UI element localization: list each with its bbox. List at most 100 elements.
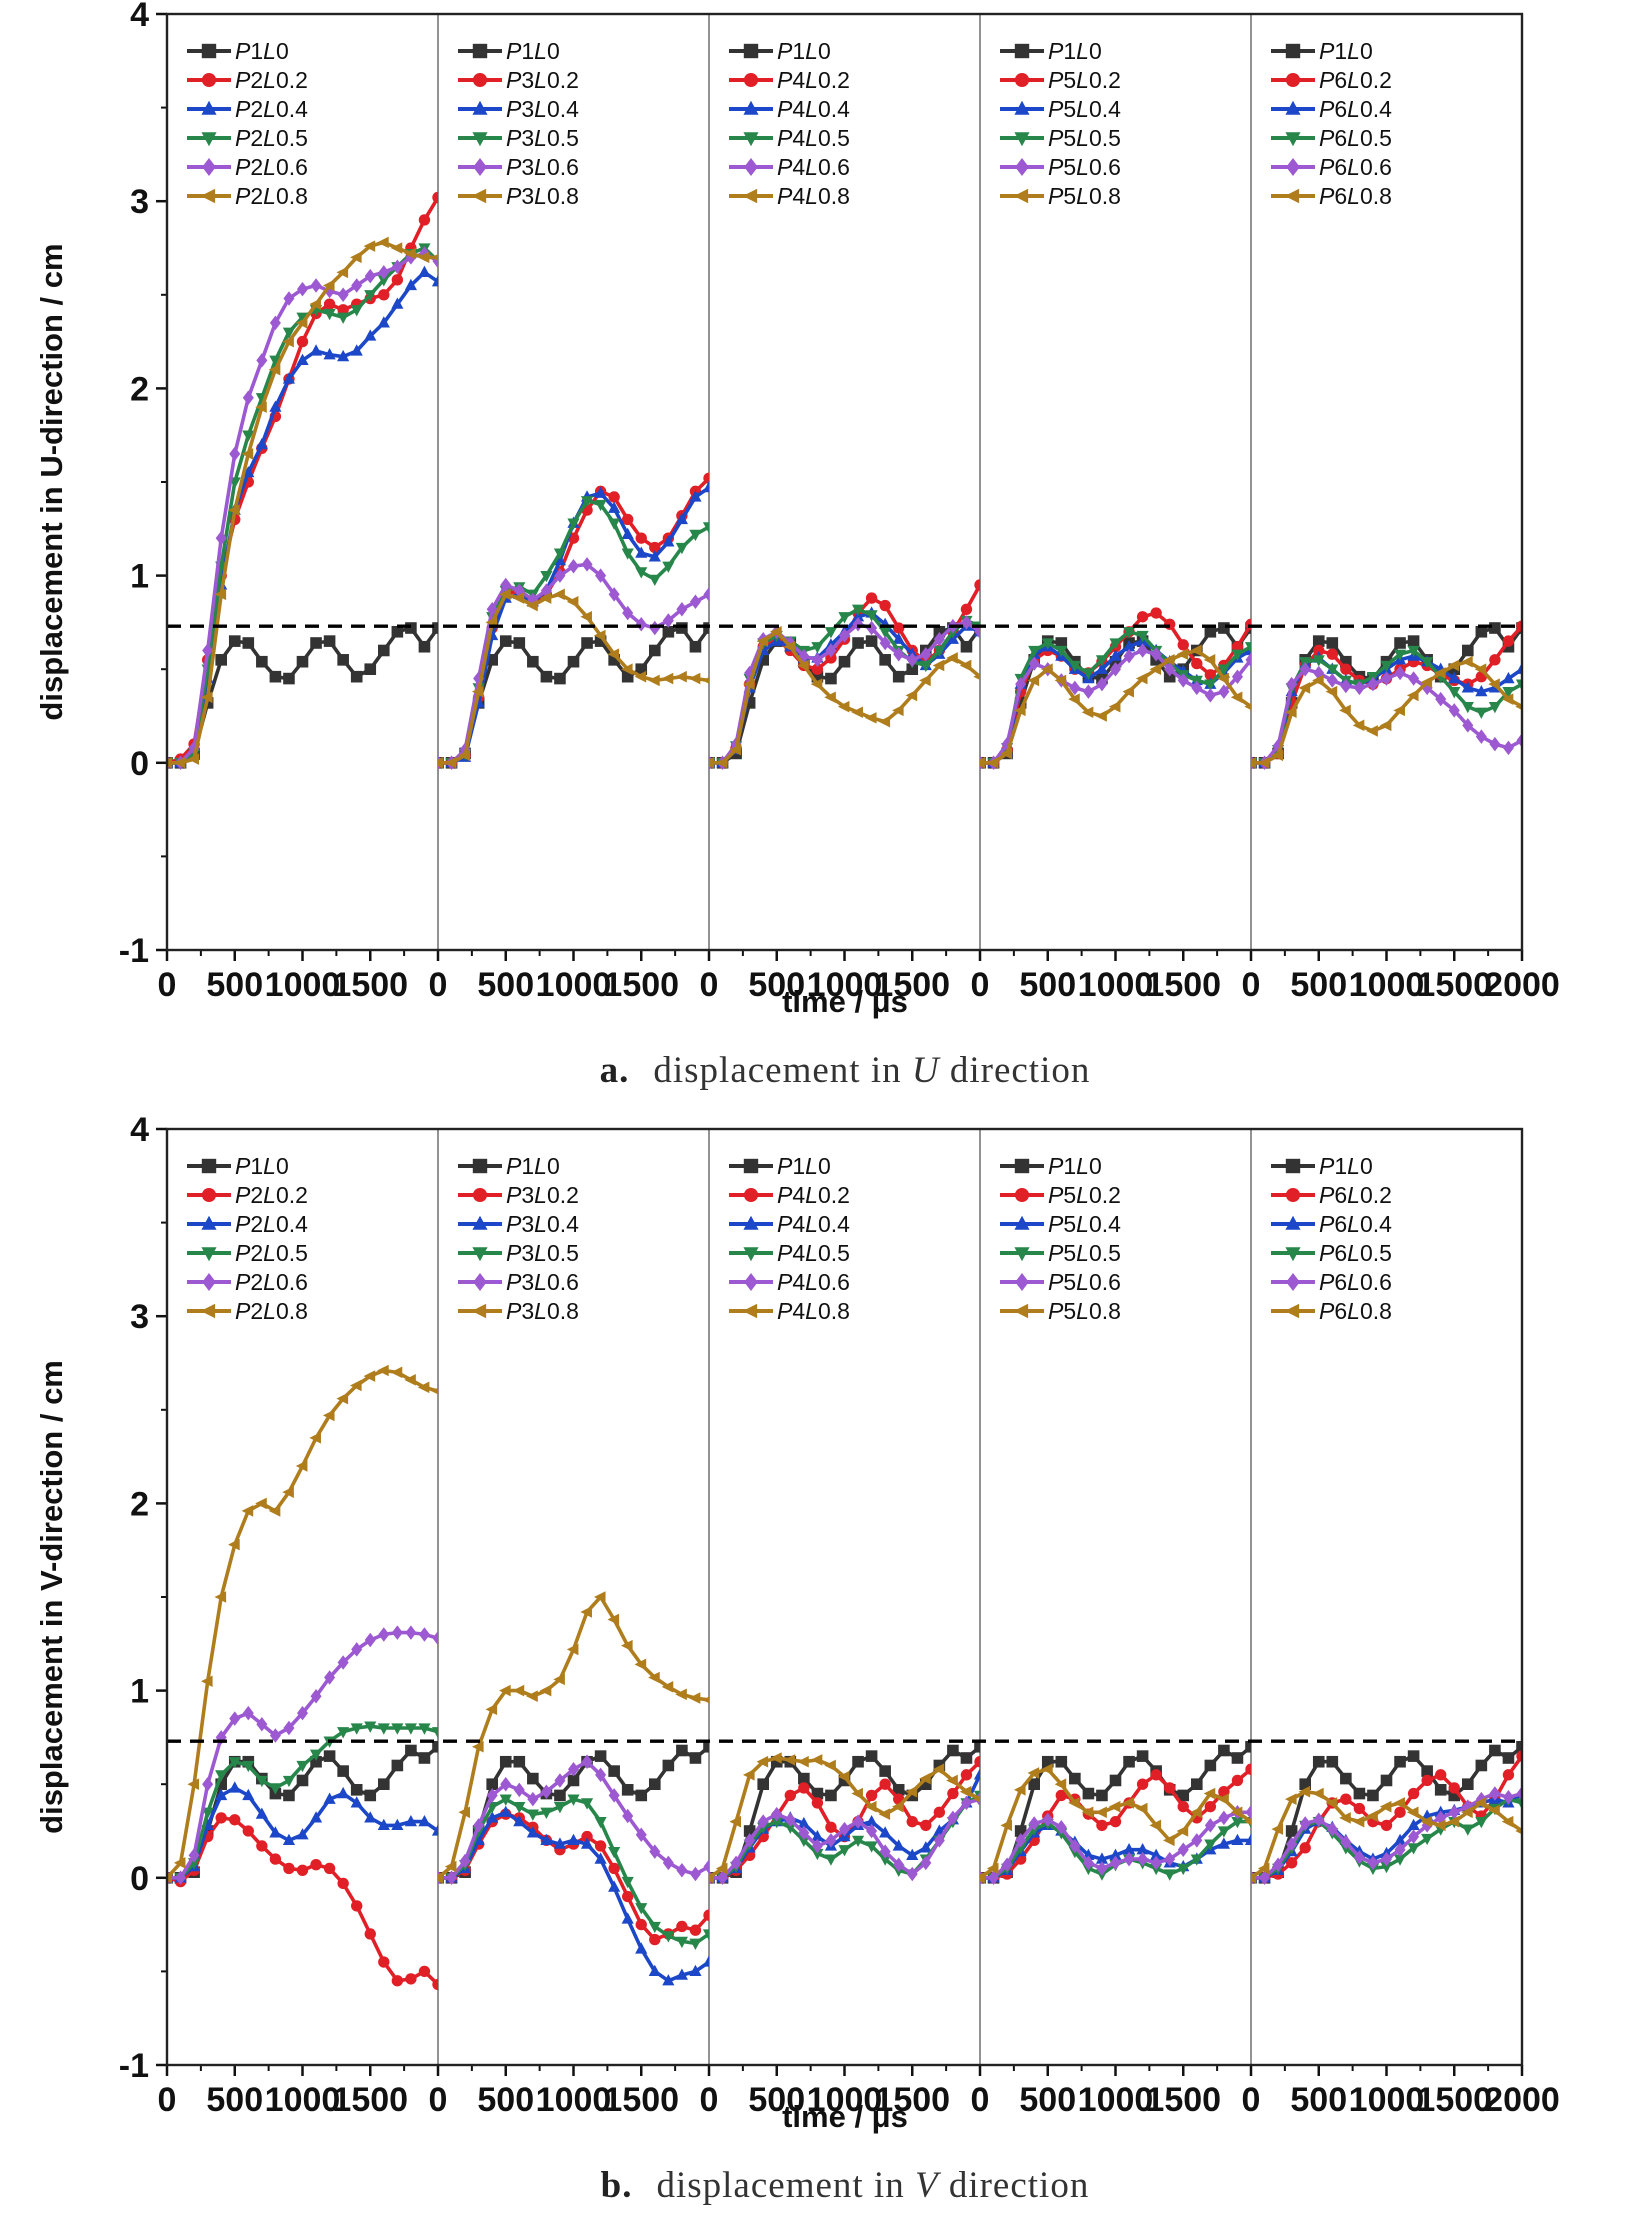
legend-item-label: P4L0.5 — [777, 125, 850, 151]
x-tick-label: 0 — [429, 966, 448, 1004]
caption-a-prefix: a. — [600, 1050, 630, 1091]
caption-a-text: displacement in — [653, 1050, 912, 1091]
legend-item-label: P1L0 — [1319, 38, 1373, 64]
legend-item-label: P4L0.5 — [777, 1240, 850, 1266]
legend-bg — [1264, 32, 1402, 216]
legend-item-label: P6L0.8 — [1319, 183, 1392, 209]
y-tick-label: 4 — [130, 0, 149, 34]
x-tick-label: 500 — [477, 966, 534, 1004]
legend-subplot-4: P1L0 P6L0.2 P6L0.4 P6L0.5 P6L0.6 P6L0.8 — [1264, 32, 1402, 216]
x-tick-label: 1500 — [874, 2081, 950, 2119]
legend-item-label: P6L0.8 — [1319, 1298, 1392, 1324]
x-tick-label: 2000 — [1484, 966, 1560, 1004]
y-tick-label: 4 — [130, 1115, 149, 1149]
legend-item-label: P5L0.2 — [1048, 1182, 1121, 1208]
caption-b-text: displacement in — [656, 2165, 915, 2206]
x-tick-label: 1000 — [807, 966, 883, 1004]
legend-item-label: P3L0.8 — [506, 183, 579, 209]
legend-subplot-4: P1L0 P6L0.2 P6L0.4 P6L0.5 P6L0.6 P6L0.8 — [1264, 1147, 1402, 1331]
x-tick-label: 0 — [700, 2081, 719, 2119]
x-tick-label: 1500 — [332, 2081, 408, 2119]
legend-item-label: P5L0.6 — [1048, 1269, 1121, 1295]
legend-item-label: P5L0.4 — [1048, 96, 1121, 122]
legend-item-label: P5L0.6 — [1048, 154, 1121, 180]
caption-b-prefix: b. — [601, 2165, 633, 2206]
y-tick-label: 1 — [130, 1673, 149, 1711]
legend-bg — [180, 32, 318, 216]
legend-item-label: P4L0.8 — [777, 1298, 850, 1324]
x-tick-label: 0 — [158, 966, 177, 1004]
series-markers-P2L0.8 — [167, 236, 438, 769]
series-markers-P6L0.8 — [1251, 1785, 1522, 1884]
x-axis-label-u: time / μs — [782, 984, 908, 1019]
subplot-2-series — [709, 579, 980, 771]
legend-subplot-3: P1L0 P5L0.2 P5L0.4 P5L0.5 P5L0.6 P5L0.8 — [993, 1147, 1131, 1331]
subplot-3-series — [980, 607, 1251, 771]
y-tick-label: 1 — [130, 558, 149, 596]
legend-item-label: P5L0.5 — [1048, 125, 1121, 151]
x-tick-label: 0 — [1242, 2081, 1261, 2119]
legend-bg — [993, 32, 1131, 216]
legend-item-label: P3L0.4 — [506, 1211, 579, 1237]
x-tick-label: 1000 — [807, 2081, 883, 2119]
caption-b: b. displacement in V direction — [601, 2165, 1090, 2206]
series-markers-P4L0.8 — [709, 1752, 980, 1884]
series-markers-P6L0.6 — [1251, 1786, 1522, 1886]
x-tick-label: 1000 — [536, 966, 612, 1004]
x-tick-label: 1000 — [265, 2081, 341, 2119]
legend-item-label: P3L0.6 — [506, 1269, 579, 1295]
legend-item-label: P3L0.8 — [506, 1298, 579, 1324]
y-axis-ticks: -1 0 1 2 3 4 — [119, 0, 167, 970]
legend-item-label: P3L0.2 — [506, 1182, 579, 1208]
legend-bg — [1264, 1147, 1402, 1331]
legend-subplot-1: P1L0 P3L0.2 P3L0.4 P3L0.5 P3L0.6 P3L0.8 — [451, 1147, 589, 1331]
series-line-P2L0.2 — [167, 1816, 438, 1987]
legend-item-label: P1L0 — [235, 38, 289, 64]
legend-item-label: P1L0 — [1048, 38, 1102, 64]
x-tick-label: 500 — [748, 966, 805, 1004]
x-tick-label: 1500 — [603, 2081, 679, 2119]
x-tick-label: 500 — [1019, 2081, 1076, 2119]
series-markers-P5L0.8 — [980, 1763, 1251, 1884]
legend-item-label: P6L0.5 — [1319, 125, 1392, 151]
legend-bg — [722, 32, 860, 216]
x-tick-label: 0 — [1242, 966, 1261, 1004]
legend-bg — [993, 1147, 1131, 1331]
legend-subplot-0: P1L0 P2L0.2 P2L0.4 P2L0.5 P2L0.6 P2L0.8 — [180, 32, 318, 216]
legend-subplot-2: P1L0 P4L0.2 P4L0.4 P4L0.5 P4L0.6 P4L0.8 — [722, 32, 860, 216]
subplot-1-series — [438, 472, 709, 771]
x-tick-label: 1500 — [1416, 2081, 1492, 2119]
subplot-4-series — [1251, 620, 1522, 771]
series-line-P2L0.5 — [167, 1724, 438, 1880]
legend-item-label: P2L0.4 — [235, 96, 308, 122]
legend-item-label: P1L0 — [777, 38, 831, 64]
legend-item-label: P6L0.2 — [1319, 1182, 1392, 1208]
x-tick-label: 500 — [1290, 2081, 1347, 2119]
legend-item-label: P1L0 — [235, 1153, 289, 1179]
subplot-0-series — [167, 1364, 438, 1991]
legend-item-label: P2L0.5 — [235, 125, 308, 151]
legend-item-label: P1L0 — [506, 38, 560, 64]
x-tick-label: 1000 — [1349, 966, 1425, 1004]
y-tick-label: 2 — [130, 370, 149, 408]
series-markers-P3L0.6 — [438, 1754, 709, 1886]
subplot-2-series — [709, 1740, 980, 1886]
legend-bg — [722, 1147, 860, 1331]
x-tick-label: 0 — [971, 2081, 990, 2119]
legend-item-label: P6L0.4 — [1319, 96, 1392, 122]
series-line-P2L0.8 — [167, 1368, 438, 1880]
legend-item-label: P3L0.5 — [506, 1240, 579, 1266]
legend-item-label: P5L0.4 — [1048, 1211, 1121, 1237]
legend-item-label: P6L0.5 — [1319, 1240, 1392, 1266]
legend-item-label: P4L0.4 — [777, 1211, 850, 1237]
y-tick-label: -1 — [119, 932, 149, 970]
x-tick-label: 500 — [1019, 966, 1076, 1004]
legend-item-label: P4L0.4 — [777, 96, 850, 122]
series-markers-P2L0.5 — [167, 1721, 438, 1885]
legend-item-label: P2L0.2 — [235, 1182, 308, 1208]
subplot-3-series — [980, 1740, 1251, 1886]
legend-item-label: P5L0.8 — [1048, 1298, 1121, 1324]
legend-item-label: P5L0.2 — [1048, 67, 1121, 93]
